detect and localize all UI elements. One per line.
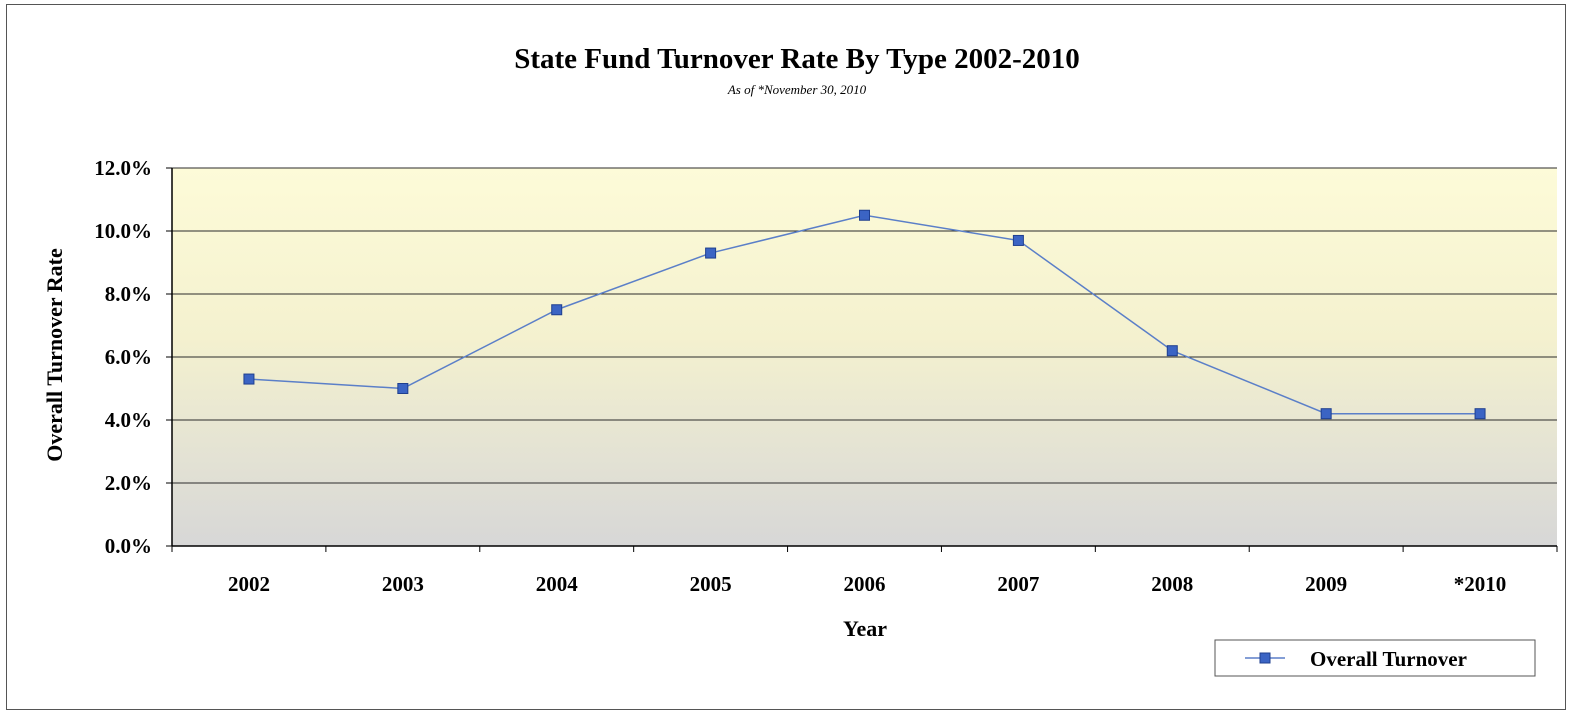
x-axis-title: Year <box>843 616 887 641</box>
y-tick-label: 2.0% <box>105 471 152 495</box>
x-tick-label: 2005 <box>690 572 732 596</box>
legend: Overall Turnover <box>1214 639 1536 677</box>
x-tick-label: 2006 <box>844 572 886 596</box>
x-tick-label: 2003 <box>382 572 424 596</box>
data-point-marker <box>705 247 717 259</box>
gridlines <box>166 167 1557 547</box>
x-tick-label: 2007 <box>997 572 1039 596</box>
y-tick-label: 4.0% <box>105 408 152 432</box>
y-tick-label: 10.0% <box>94 219 152 243</box>
y-tick-label: 6.0% <box>105 345 152 369</box>
y-tick-label: 12.0% <box>94 156 152 180</box>
chart-title: State Fund Turnover Rate By Type 2002-20… <box>514 43 1080 75</box>
series-layer <box>243 209 1486 420</box>
data-point-marker <box>551 304 563 316</box>
x-tick-label: 2004 <box>536 572 579 596</box>
x-tick-label: *2010 <box>1454 572 1507 596</box>
y-axis-title: Overall Turnover Rate <box>42 248 67 462</box>
x-tick-label: 2009 <box>1305 572 1347 596</box>
x-tick-label: 2008 <box>1151 572 1193 596</box>
data-point-marker <box>1320 408 1332 420</box>
x-tick-labels: 2002 2003 2004 2005 2006 2007 2008 2009 *2010 <box>228 572 1506 596</box>
y-tick-labels: 0.0% 2.0% 4.0% 6.0% 8.0% 10.0% 12.0% <box>94 156 152 558</box>
data-point-marker <box>243 373 255 385</box>
data-point-marker <box>397 383 409 394</box>
y-tick-label: 8.0% <box>105 282 152 306</box>
data-point-marker <box>1166 345 1178 357</box>
legend-marker-sample <box>1259 652 1271 664</box>
data-point-marker <box>1474 408 1486 420</box>
chart-subtitle: As of *November 30, 2010 <box>727 82 867 97</box>
data-point-marker <box>859 209 870 221</box>
x-tick-label: 2002 <box>228 572 270 596</box>
axes <box>171 168 1558 552</box>
y-tick-label: 0.0% <box>105 534 152 558</box>
data-point-marker <box>1012 234 1024 246</box>
legend-label: Overall Turnover <box>1310 647 1467 671</box>
